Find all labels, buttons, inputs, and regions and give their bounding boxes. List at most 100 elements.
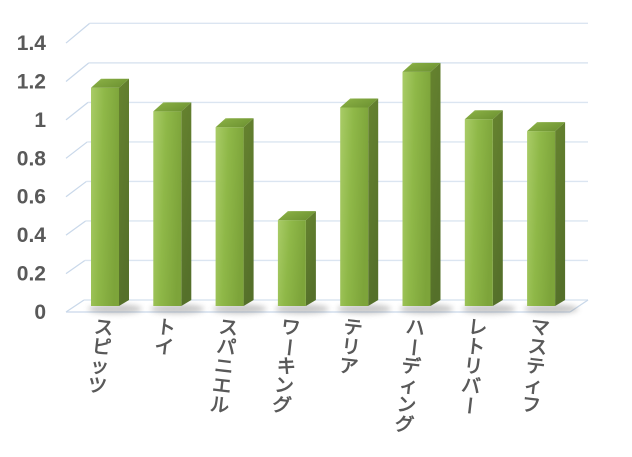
category-char: ハ [405,317,426,340]
bar-7 [464,110,503,306]
bar-shadow [524,304,579,314]
bar-3 [215,118,254,306]
gridline-diagonal [65,62,90,82]
bar-front-face [340,107,369,306]
category-char: デ [400,354,422,379]
category-char: ワ [280,317,301,340]
y-axis-tick-label: 0.2 [17,263,46,286]
category-char: リ [340,336,361,359]
category-char: ト [465,336,486,359]
category-char: ツ [87,375,108,398]
x-axis-category-label: テリア [338,317,364,379]
bar-1 [91,78,129,306]
bar-side-face [492,110,503,306]
category-char: ス [93,317,114,340]
bar-front-face [91,87,119,306]
bar-side-face [555,122,566,306]
bar-8 [527,122,566,306]
bar-4 [277,211,316,306]
gridline-diagonal [65,180,87,198]
bar-shadow [337,304,392,314]
gridline-diagonal [65,22,90,44]
gridline-diagonal [65,259,86,275]
y-axis-tick-label: 0.6 [17,186,46,209]
gridline-diagonal [65,141,88,159]
category-char: フ [520,394,541,417]
category-char: マ [529,317,550,340]
bar-top-face [215,118,254,128]
bar-top-face [277,211,316,221]
bar-front-face [277,220,306,306]
bar-top-face [527,122,566,132]
bar-6 [402,62,441,306]
bar-side-face [119,78,129,306]
category-char: グ [271,392,292,417]
category-char: ィ [398,375,419,398]
category-char: テ [342,317,363,340]
bar-shadow [88,304,142,314]
bar-top-face [153,102,192,112]
category-char: ア [338,356,359,379]
bar-side-face [368,98,379,306]
category-char: バ [460,374,481,398]
category-char: グ [394,412,415,437]
category-char: イ [153,336,174,359]
bar-front-face [153,111,182,307]
category-char: ス [218,317,239,340]
bar-side-face [430,62,441,306]
bar-front-face [464,119,493,306]
bar-top-face [402,62,441,72]
gridline-diagonal [65,299,85,313]
category-char: パ [216,335,237,359]
bar-top-face [464,110,503,120]
bar-5 [340,98,379,306]
bar-front-face [215,127,244,306]
category-char: ィ [523,375,544,398]
bar-shadow [150,304,205,314]
bar-side-face [181,102,192,307]
y-axis-tick-label: 0.8 [17,147,47,170]
category-char: エ [211,375,232,398]
bar-front-face [402,71,431,306]
y-axis-tick-label: 0.4 [17,224,47,247]
bar-top-face [91,78,129,88]
bar-side-face [243,118,254,306]
bar-shadow [399,304,454,314]
category-char: キ [276,356,297,379]
bar-shadow [461,304,516,314]
y-axis-tick-label: 1 [34,109,46,132]
bar-side-face [305,211,316,306]
y-axis-tick-label: 1.2 [17,70,46,93]
category-char: ニ [213,356,234,379]
x-axis-category-label: トイ [153,317,176,359]
bar-2 [153,102,192,307]
category-char: レ [467,317,488,340]
category-char: リ [463,356,484,379]
category-char: ー [277,337,300,358]
category-char: ッ [89,356,110,379]
category-char: ン [273,375,294,398]
gridline-diagonal [65,220,86,236]
bar-shadow [274,304,329,314]
category-char: ン [396,394,417,417]
y-axis-tick-label: 0 [34,301,46,324]
bar-top-face [340,98,379,108]
bar-shadow [212,304,267,314]
category-char: ー [401,337,424,358]
y-axis-tick-label: 1.4 [17,32,47,55]
category-char: ー [457,395,480,416]
gridline-diagonal [65,101,89,121]
category-char: ト [155,317,176,340]
category-char: テ [525,356,546,379]
category-char: ス [527,336,548,359]
category-char: ル [209,394,230,417]
bar-front-face [527,131,556,306]
